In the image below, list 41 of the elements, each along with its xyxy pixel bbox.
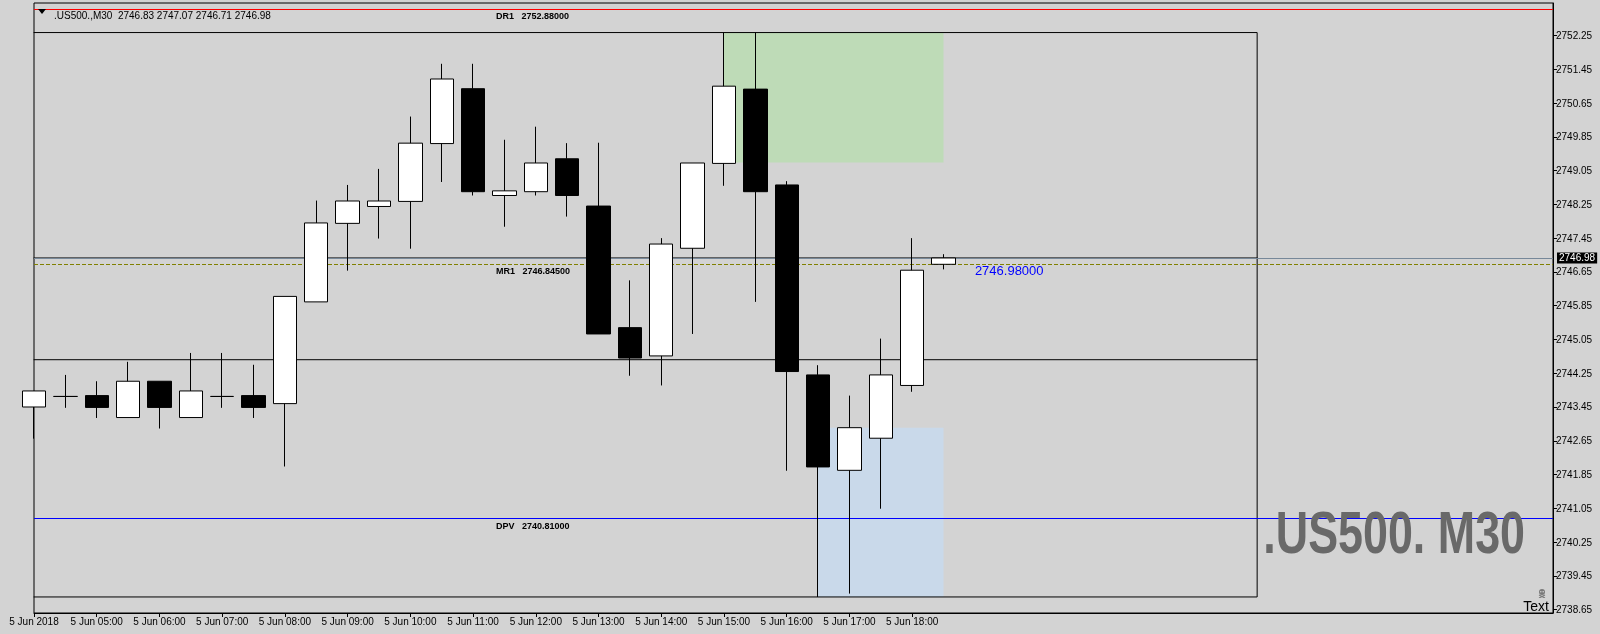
- y-tick-label: 2750.65: [1556, 97, 1593, 109]
- x-tick-label: 5 Jun 18:00: [886, 615, 939, 627]
- y-tick-label: 2742.65: [1556, 435, 1593, 447]
- y-tick-label: 2749.05: [1556, 165, 1593, 177]
- x-tick-label: 5 Jun 2018: [9, 615, 60, 627]
- y-tick-label: 2751.45: [1556, 63, 1593, 75]
- x-tick-label: 5 Jun 10:00: [384, 615, 437, 627]
- x-tick-label: 5 Jun 14:00: [635, 615, 688, 627]
- y-tick-label: 2738.65: [1556, 604, 1593, 616]
- y-tick-label: 2745.85: [1556, 300, 1593, 312]
- x-tick-label: 5 Jun 15:00: [697, 615, 751, 627]
- x-tick-label: 5 Jun 12:00: [509, 615, 563, 627]
- ref-line-label: DR1 2752.88000: [496, 11, 570, 22]
- x-tick-label: 5 Jun 09:00: [321, 615, 375, 627]
- annotation: .US500. M30: [1263, 499, 1525, 566]
- ref-line-label: 2746.98: [1559, 252, 1596, 264]
- y-tick-label: 2752.25: [1556, 30, 1593, 42]
- text: .US500.,M30 2746.83 2747.07 2746.71 2746.98: [54, 9, 272, 21]
- x-tick-label: 5 Jun 17:00: [823, 615, 876, 627]
- x-tick-label: 5 Jun 06:00: [133, 615, 187, 627]
- y-tick-label: 2741.85: [1556, 469, 1593, 481]
- x-tick-label: 5 Jun 08:00: [258, 615, 312, 627]
- y-tick-label: 2744.25: [1556, 367, 1593, 379]
- y-tick-label: 2748.25: [1556, 198, 1593, 210]
- x-tick-label: 5 Jun 13:00: [572, 615, 626, 627]
- y-tick-label: 2746.65: [1556, 266, 1593, 278]
- annotation: 2746.98000: [974, 263, 1044, 279]
- y-tick-label: 2747.45: [1556, 232, 1593, 244]
- y-tick-label: 2739.45: [1556, 570, 1593, 582]
- ref-line-label: DPV 2740.81000: [496, 520, 570, 531]
- ref-line-label: MR1 2746.84500: [496, 266, 571, 277]
- y-tick-label: 2743.45: [1556, 401, 1593, 413]
- y-tick-label: 2741.05: [1556, 502, 1593, 514]
- y-tick-label: 2740.25: [1556, 536, 1593, 548]
- x-tick-label: 5 Jun 05:00: [70, 615, 124, 627]
- x-tick-label: 5 Jun 16:00: [760, 615, 814, 627]
- y-tick-label: 2749.85: [1556, 131, 1593, 143]
- x-tick-label: 5 Jun 07:00: [196, 615, 249, 627]
- annotation: Text: [1523, 598, 1550, 614]
- x-tick-label: 5 Jun 11:00: [447, 615, 500, 627]
- y-tick-label: 2745.05: [1556, 333, 1593, 345]
